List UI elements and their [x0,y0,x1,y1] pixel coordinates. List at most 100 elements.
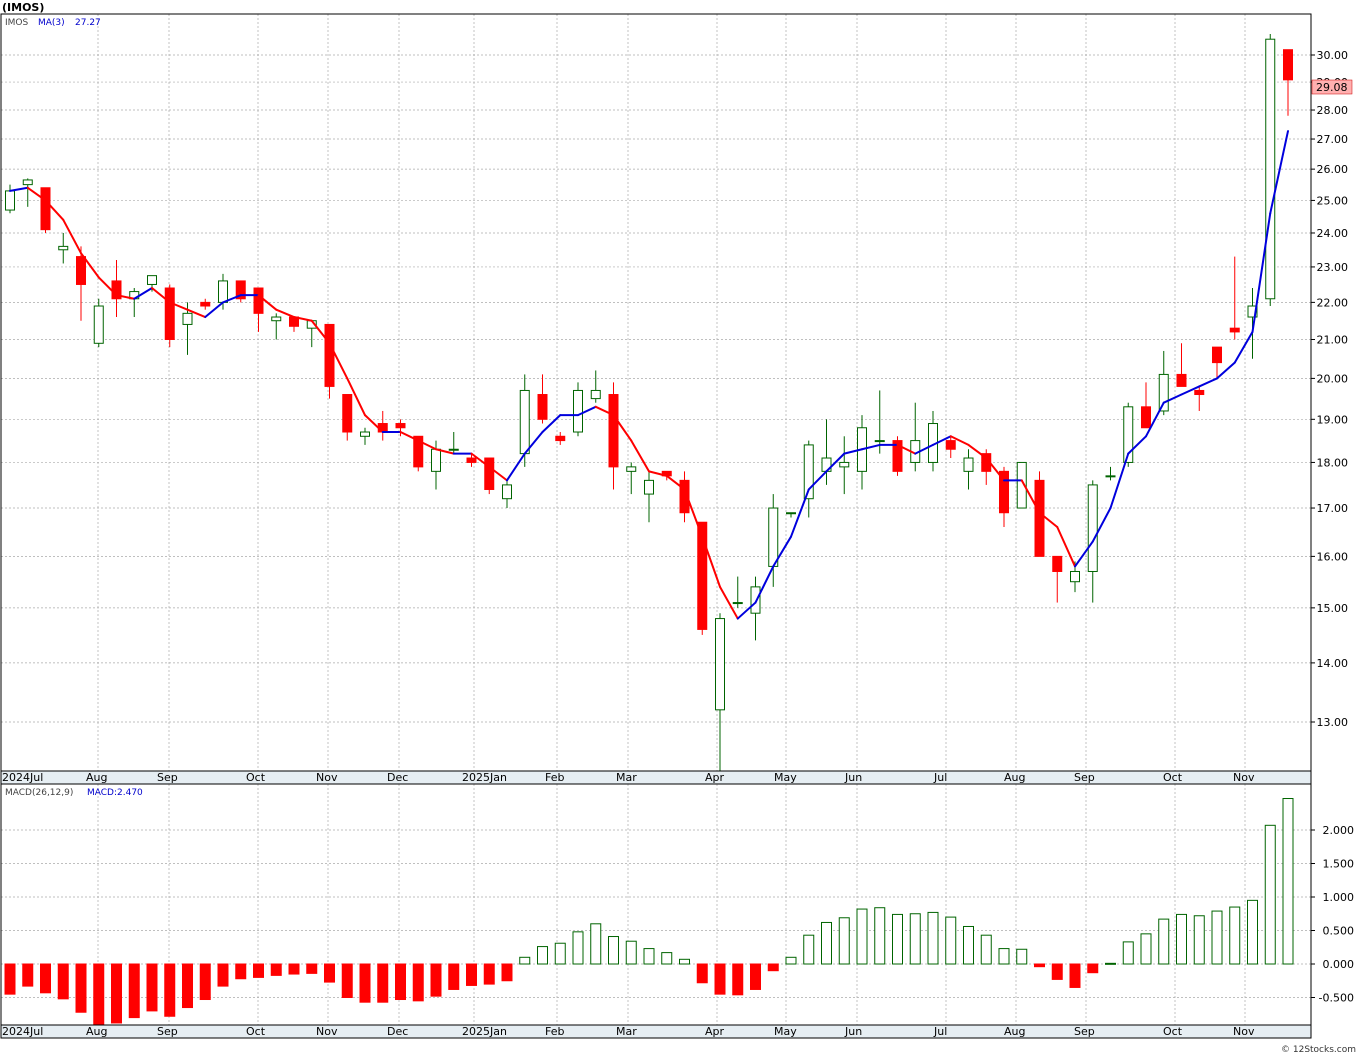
macd-bar [537,946,548,965]
macd-bar [182,963,193,1009]
candle [1229,256,1240,340]
price-tick-label: 15.00 [1317,602,1349,615]
ma-segment [168,301,189,311]
ma-segment [967,443,988,460]
month-label: 2025Jan [462,771,507,784]
candle [945,436,956,459]
candle-body [5,190,15,211]
macd-bar [856,908,868,965]
candle-body [182,312,193,325]
price-tick-label: 14.00 [1317,657,1349,670]
ma-line [9,130,1289,620]
macd-bar [111,963,122,1024]
candle-body [839,461,850,468]
candle-body [360,431,370,437]
ma-segment [754,565,775,604]
ma-segment [44,199,65,221]
candle-body [573,389,583,433]
macd-bar [412,963,424,1002]
candle-body [76,256,86,285]
ma-segment [630,439,650,473]
macd-bar [341,963,353,998]
candle-body [892,440,903,472]
macd-bar [803,934,815,965]
macd-bar [1140,933,1152,965]
date-axis-bottom [0,1024,1312,1039]
month-label: Oct [1163,1025,1183,1038]
macd-bar [1051,963,1063,980]
candle [324,323,335,399]
candle [164,284,175,348]
macd-bar [750,963,761,990]
date-axis-top [0,770,1312,785]
candle [839,436,850,495]
candle-body [644,479,654,495]
ma-segment [790,488,810,538]
macd-tick-label: 0.500 [1323,925,1355,938]
candle [750,576,761,641]
candle-body [431,448,441,472]
ma-segment [310,319,331,345]
candle-body [1052,555,1063,572]
macd-tick-label: 2.000 [1323,824,1355,837]
candle [448,432,459,454]
candle-body [218,280,228,303]
candle [608,382,619,490]
ma-segment [1269,130,1289,215]
candle-body [999,470,1009,514]
ma-segment [364,414,384,434]
candle-body [715,618,725,711]
macd-bar [359,963,371,1003]
candle-body [537,394,548,420]
macd-bar [945,916,957,965]
price-tick-label: 17.00 [1317,502,1349,515]
candle-body [1229,327,1240,333]
macd-bar [874,907,886,965]
candle-body [1034,479,1045,557]
month-label: Sep [1074,771,1095,784]
ma-segment [985,457,1005,482]
candle [590,370,601,403]
macd-bar [590,923,602,965]
ma-segment [594,405,615,417]
month-label: Nov [1233,771,1255,784]
candle-body [679,479,690,514]
month-label: Nov [1233,1025,1255,1038]
price-tick-label: 16.00 [1317,550,1349,563]
candle [892,436,903,476]
candle-body [466,457,477,463]
macd-histogram [4,798,1294,1027]
price-tick-label: 26.00 [1317,163,1349,176]
month-label: Apr [705,1025,725,1038]
ma-segment [648,470,668,477]
candle-body [1212,346,1222,364]
ma-segment [772,535,792,568]
macd-tick-label: 1.500 [1323,858,1355,871]
candle-body [1070,570,1080,583]
month-label: Jul [933,771,947,784]
macd-bar [1282,798,1294,965]
ma-segment [257,294,278,311]
ma-legend-value: 27.27 [75,18,101,28]
ma-segment [275,308,295,319]
symbol-legend: IMOS [5,18,29,28]
candle [874,390,885,454]
macd-bar [22,963,34,987]
macd-bar [767,963,779,972]
candle [1247,288,1258,359]
macd-bar [732,963,744,996]
macd-bar [892,913,903,965]
ma-segment [488,465,508,482]
chart-title: (IMOS) [2,1,44,14]
candle-body [58,245,69,251]
candle-body [342,394,353,433]
candle-body [626,466,637,472]
macd-params-legend: MACD(26,12,9) [5,788,73,798]
macd-bar [696,963,708,984]
ma-segment [26,186,47,202]
price-tick-label: 22.00 [1317,296,1349,309]
price-tick-label: 24.00 [1317,227,1349,240]
macd-bar [1034,963,1045,968]
candle [1123,402,1134,467]
macd-bar [714,963,726,995]
